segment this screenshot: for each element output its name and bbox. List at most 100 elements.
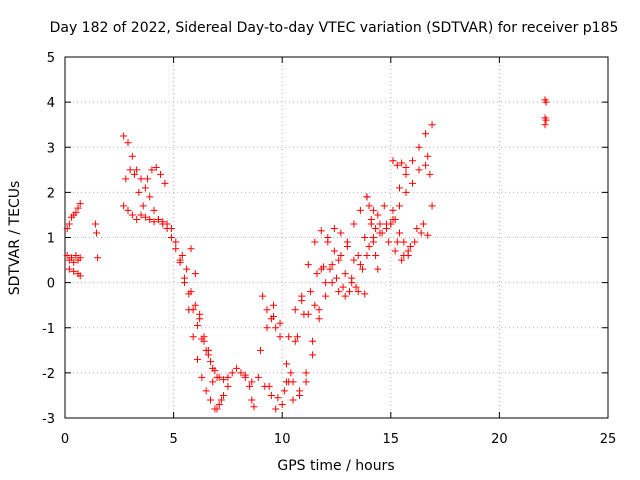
x-axis-label: GPS time / hours [277,458,394,474]
data-point [315,315,323,323]
data-point [146,193,154,201]
data-point [389,157,397,165]
data-point [72,209,80,217]
axis-ticks [64,56,609,419]
y-tick-labels: -3 -2 -1 0 1 2 3 4 5 [42,51,55,427]
data-point [291,306,299,314]
y-tick-label: 4 [47,96,55,111]
data-point [248,396,256,404]
data-point [385,238,393,246]
data-point [356,206,364,214]
data-point [267,315,275,323]
data-point [309,337,317,345]
data-point [542,98,550,106]
data-point [415,166,423,174]
data-point [172,245,180,253]
series-track-g [122,164,169,210]
data-point [189,333,197,341]
series-track-h [178,252,225,404]
data-point [341,270,349,278]
data-point [144,175,152,183]
data-point [191,301,199,309]
data-point [322,279,330,287]
data-point [298,297,306,305]
data-point [389,206,397,214]
data-point [335,288,343,296]
data-point [289,396,297,404]
data-point [402,164,410,172]
data-point [280,387,288,395]
data-point [328,261,336,269]
data-point [246,382,254,390]
data-point [302,369,310,377]
data-point [426,170,434,178]
series-track-j [246,382,258,411]
data-point [161,179,169,187]
data-point [365,202,373,210]
data-point [352,283,360,291]
data-point [163,220,171,228]
data-point [285,333,293,341]
x-tick-label: 25 [600,432,617,447]
series-track-p [259,292,280,332]
data-point [237,369,245,377]
data-point [363,252,371,260]
data-point [120,132,128,140]
data-point [202,387,210,395]
data-point [296,387,304,395]
series-track-e [120,132,249,384]
data-point [187,288,195,296]
series-track-s [387,215,412,255]
data-point [150,218,158,226]
data-point [241,371,249,379]
data-point [324,238,332,246]
data-point [276,333,284,341]
data-point [350,220,358,228]
data-point [391,215,399,223]
data-point [350,256,358,264]
data-point [65,220,73,228]
data-point [330,247,338,255]
data-point [380,202,388,210]
data-point [354,252,362,260]
data-point [361,234,369,241]
data-point [315,306,323,314]
data-point [204,346,212,354]
data-point [333,274,340,282]
data-point [224,382,232,390]
data-point [361,290,369,298]
data-point [220,391,228,399]
data-point [274,394,282,402]
data-point [68,254,76,262]
series-track-m [270,256,369,395]
series-track-f [120,202,232,413]
data-point [341,292,349,300]
data-point [337,252,345,260]
data-point [317,265,325,273]
data-point [267,391,275,399]
data-point [409,179,417,187]
data-point [196,310,204,318]
data-point [283,360,291,368]
data-point [393,238,401,246]
data-point [291,337,299,345]
data-point [233,364,241,372]
data-point [137,175,145,183]
data-point [542,116,550,124]
data-point [391,247,399,255]
data-point [424,152,432,160]
y-tick-label: -1 [42,322,55,337]
data-point [72,252,80,260]
data-point [193,355,201,363]
data-point [141,184,149,192]
data-point [317,227,325,235]
data-point [213,373,221,381]
data-point [326,265,334,273]
series-track-b [63,252,84,266]
data-point [387,220,395,228]
data-point [259,292,267,300]
data-point [372,224,380,232]
data-point [400,252,408,260]
data-point [248,378,256,386]
